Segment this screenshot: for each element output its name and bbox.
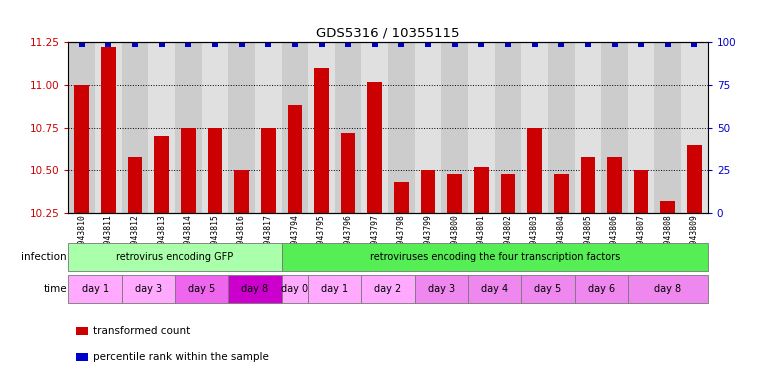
Bar	[421, 170, 435, 213]
Text: day 8: day 8	[654, 284, 681, 295]
Text: day 1: day 1	[81, 284, 109, 295]
Bar	[335, 42, 361, 213]
Bar	[681, 42, 708, 213]
Bar	[634, 170, 648, 213]
Text: day 3: day 3	[428, 284, 455, 295]
Text: time: time	[43, 284, 67, 295]
Bar	[687, 145, 702, 213]
Bar	[447, 174, 462, 213]
Bar	[282, 275, 308, 303]
Bar	[468, 42, 495, 213]
Bar	[228, 42, 255, 213]
Bar	[441, 42, 468, 213]
Text: day 0: day 0	[282, 284, 308, 295]
Bar	[581, 157, 595, 213]
Bar	[361, 275, 415, 303]
Bar	[228, 275, 282, 303]
Bar	[175, 275, 228, 303]
Bar	[314, 68, 329, 213]
Bar	[154, 136, 169, 213]
Bar	[255, 42, 282, 213]
Bar	[148, 42, 175, 213]
Text: transformed count: transformed count	[93, 326, 190, 336]
Bar	[474, 167, 489, 213]
Bar	[661, 201, 675, 213]
Title: GDS5316 / 10355115: GDS5316 / 10355115	[317, 26, 460, 40]
Bar	[361, 42, 388, 213]
Bar	[208, 127, 222, 213]
Bar	[521, 42, 548, 213]
Bar	[75, 85, 89, 213]
Bar	[548, 42, 575, 213]
Bar	[128, 157, 142, 213]
Bar	[607, 157, 622, 213]
Bar	[68, 275, 122, 303]
Bar	[501, 174, 515, 213]
Bar	[261, 127, 275, 213]
Text: day 3: day 3	[135, 284, 162, 295]
Text: day 2: day 2	[374, 284, 402, 295]
Bar	[601, 42, 628, 213]
Bar	[495, 42, 521, 213]
Bar	[101, 47, 116, 213]
Bar	[575, 275, 628, 303]
Bar	[308, 42, 335, 213]
Bar	[288, 106, 302, 213]
Bar	[628, 275, 708, 303]
Bar	[394, 182, 409, 213]
Bar	[554, 174, 568, 213]
Text: day 1: day 1	[321, 284, 349, 295]
Bar	[415, 275, 468, 303]
Bar	[415, 42, 441, 213]
Bar	[202, 42, 228, 213]
Bar	[95, 42, 122, 213]
Bar	[282, 42, 308, 213]
Bar	[68, 243, 282, 271]
Bar	[175, 42, 202, 213]
Bar	[181, 127, 196, 213]
Text: infection: infection	[21, 252, 67, 262]
Bar	[527, 127, 542, 213]
Bar	[68, 42, 95, 213]
Bar	[388, 42, 415, 213]
Bar	[308, 275, 361, 303]
Bar	[654, 42, 681, 213]
Text: day 5: day 5	[188, 284, 215, 295]
Bar	[341, 133, 355, 213]
Text: retrovirus encoding GFP: retrovirus encoding GFP	[116, 252, 234, 262]
Bar	[234, 170, 249, 213]
Text: day 8: day 8	[241, 284, 269, 295]
Text: retroviruses encoding the four transcription factors: retroviruses encoding the four transcrip…	[370, 252, 619, 262]
Bar	[122, 42, 148, 213]
Bar	[628, 42, 654, 213]
Text: day 5: day 5	[534, 284, 562, 295]
Text: day 4: day 4	[481, 284, 508, 295]
Bar	[368, 81, 382, 213]
Bar	[575, 42, 601, 213]
Bar	[521, 275, 575, 303]
Text: day 6: day 6	[587, 284, 615, 295]
Bar	[468, 275, 521, 303]
Bar	[282, 243, 708, 271]
Bar	[122, 275, 175, 303]
Text: percentile rank within the sample: percentile rank within the sample	[93, 352, 269, 362]
